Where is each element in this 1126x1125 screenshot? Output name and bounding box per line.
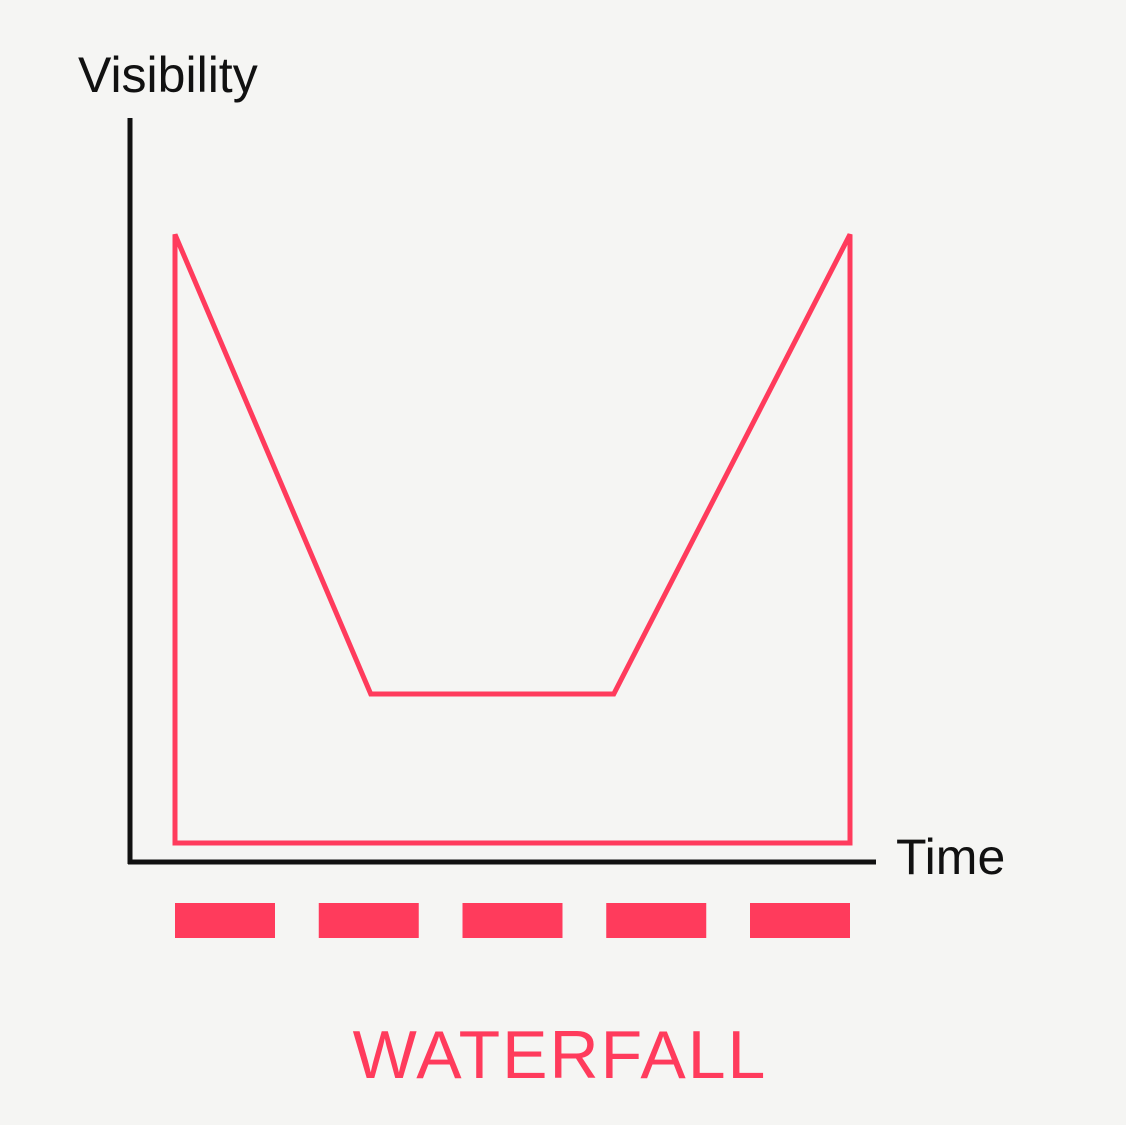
y-axis-label: Visibility: [78, 47, 258, 103]
x-axis-label: Time: [896, 829, 1005, 885]
visibility-curve: [172, 233, 853, 846]
phase-bar: [750, 903, 850, 938]
diagram-caption: WATERFALL: [353, 1017, 768, 1093]
phase-bars: [175, 903, 850, 938]
phase-bar: [175, 903, 275, 938]
phase-bar: [606, 903, 707, 938]
phase-bar: [462, 903, 563, 938]
phase-bar: [318, 903, 419, 938]
